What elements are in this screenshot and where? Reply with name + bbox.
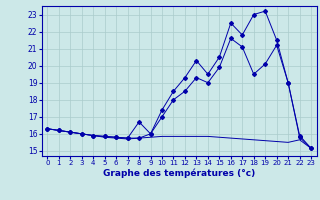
X-axis label: Graphe des températures (°c): Graphe des températures (°c) [103,169,255,178]
